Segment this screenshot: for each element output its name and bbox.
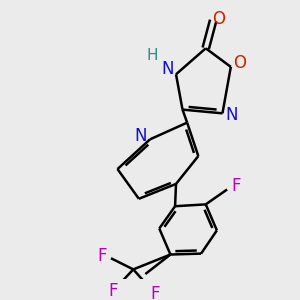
Text: H: H bbox=[146, 48, 158, 63]
Text: F: F bbox=[108, 282, 118, 300]
Text: O: O bbox=[212, 10, 225, 28]
Text: N: N bbox=[161, 60, 174, 78]
Text: F: F bbox=[97, 248, 106, 266]
Text: F: F bbox=[232, 177, 241, 195]
Text: O: O bbox=[233, 54, 246, 72]
Text: N: N bbox=[226, 106, 238, 124]
Text: F: F bbox=[151, 284, 160, 300]
Text: N: N bbox=[134, 127, 147, 145]
